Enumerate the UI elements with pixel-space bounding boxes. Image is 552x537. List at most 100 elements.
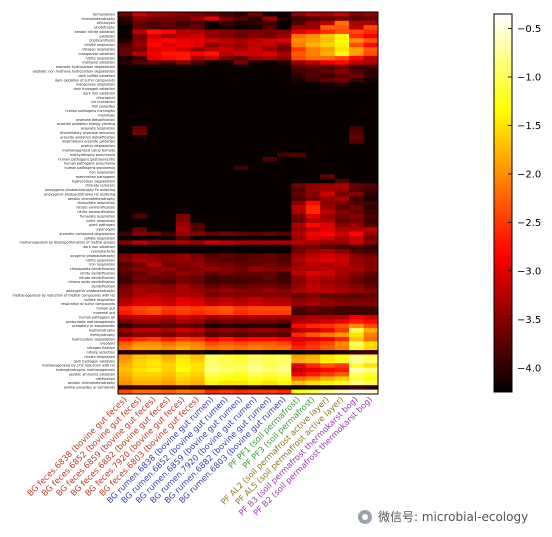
heatmap-cell xyxy=(349,288,364,294)
heatmap-cell xyxy=(334,372,350,377)
heatmap-cell xyxy=(248,152,263,158)
heatmap-cell xyxy=(146,336,162,342)
heatmap-cell xyxy=(276,77,292,83)
heatmap-cell xyxy=(190,55,206,61)
heatmap-cell xyxy=(320,385,336,391)
heatmap-cell xyxy=(305,345,321,351)
heatmap-cell xyxy=(320,33,336,39)
row-label: dark iron oxidation xyxy=(83,91,115,95)
heatmap-cell xyxy=(146,42,162,48)
heatmap-cell xyxy=(305,367,321,373)
heatmap-cell xyxy=(175,55,191,61)
heatmap-cell xyxy=(219,314,234,320)
heatmap-cell xyxy=(204,126,220,131)
heatmap-cell xyxy=(146,275,162,281)
heatmap-cell xyxy=(190,358,206,364)
heatmap-cell xyxy=(363,143,379,149)
heatmap-cell xyxy=(276,205,292,210)
row-label: acetoclastic methanogenesis xyxy=(66,320,116,324)
heatmap-cell xyxy=(161,332,177,338)
heatmap-cell xyxy=(334,253,350,259)
row-label: fish parasites xyxy=(92,105,115,109)
heatmap-cell xyxy=(190,213,206,219)
heatmap-cell xyxy=(132,209,148,215)
row-label: aerobic nitrite oxidation xyxy=(75,30,116,34)
heatmap-cell xyxy=(276,183,292,189)
row-label: nitrate denitrification xyxy=(79,276,115,280)
heatmap-cell xyxy=(219,385,234,391)
heatmap-cell xyxy=(248,29,263,35)
heatmap-cell xyxy=(161,29,177,35)
heatmap-cell xyxy=(219,95,234,101)
heatmap-cell xyxy=(204,196,220,202)
heatmap-cell xyxy=(132,161,148,167)
heatmap-cell xyxy=(132,51,148,57)
heatmap-cell xyxy=(161,156,177,162)
heatmap-cell xyxy=(175,240,191,246)
heatmap-cell xyxy=(161,20,177,26)
heatmap-cell xyxy=(334,222,350,228)
row-label: human pathogens septicemia xyxy=(65,166,115,170)
heatmap-cell xyxy=(320,218,336,224)
heatmap-cell xyxy=(204,266,220,272)
heatmap-cell xyxy=(190,231,206,237)
heatmap-cell xyxy=(204,47,220,52)
row-label: nitrite ammonification xyxy=(77,210,115,214)
heatmap-cell xyxy=(146,341,162,347)
heatmap-cell xyxy=(204,82,220,88)
heatmap-cell xyxy=(132,152,148,158)
heatmap-cell xyxy=(118,139,133,145)
heatmap-cell xyxy=(175,372,191,377)
heatmap-cell xyxy=(291,257,307,263)
heatmap-cell xyxy=(219,64,234,70)
heatmap-cell xyxy=(291,319,307,325)
heatmap-cell xyxy=(219,91,234,96)
heatmap-cell xyxy=(146,130,162,136)
row-label: xylanolysis xyxy=(96,228,115,232)
heatmap-cell xyxy=(349,187,364,193)
heatmap-cell xyxy=(305,69,321,74)
heatmap-cell xyxy=(204,77,220,83)
heatmap-cell xyxy=(233,205,249,210)
heatmap-cell xyxy=(219,354,234,360)
heatmap-cell xyxy=(175,354,191,360)
heatmap-cell xyxy=(204,284,220,290)
heatmap-cell xyxy=(161,55,177,61)
heatmap-cell xyxy=(334,33,350,39)
heatmap-cell xyxy=(276,139,292,145)
heatmap-cell xyxy=(161,306,177,311)
heatmap-cell xyxy=(262,183,278,189)
heatmap-cell xyxy=(146,12,162,17)
heatmap-cell xyxy=(175,170,191,175)
heatmap-cell xyxy=(175,91,191,96)
heatmap-cell xyxy=(132,200,148,206)
heatmap-cell xyxy=(175,121,191,127)
heatmap-cell xyxy=(334,170,350,175)
heatmap-cell xyxy=(132,288,148,294)
heatmap-cell xyxy=(320,262,336,268)
heatmap-cell xyxy=(334,200,350,206)
heatmap-cell xyxy=(219,148,234,153)
heatmap-cell xyxy=(320,209,336,215)
heatmap-cell xyxy=(233,86,249,92)
heatmap-cell xyxy=(118,244,133,250)
heatmap-cell xyxy=(118,363,133,369)
heatmap-cell xyxy=(204,376,220,382)
heatmap-cell xyxy=(190,380,206,386)
heatmap-cell xyxy=(132,12,148,17)
heatmap-cell xyxy=(262,69,278,74)
row-label: ureolysis xyxy=(100,342,115,346)
heatmap-cell xyxy=(219,77,234,83)
heatmap-cell xyxy=(349,112,364,118)
heatmap-cell xyxy=(233,139,249,145)
heatmap-cell xyxy=(190,205,206,210)
heatmap-cell xyxy=(118,187,133,193)
heatmap-cell xyxy=(146,205,162,210)
heatmap-cell xyxy=(219,249,234,254)
heatmap-cell xyxy=(334,227,350,232)
heatmap-cell xyxy=(334,187,350,193)
heatmap-cell xyxy=(190,209,206,215)
heatmap-cell xyxy=(248,20,263,26)
heatmap-cell xyxy=(291,20,307,26)
heatmap-cell xyxy=(161,323,177,329)
